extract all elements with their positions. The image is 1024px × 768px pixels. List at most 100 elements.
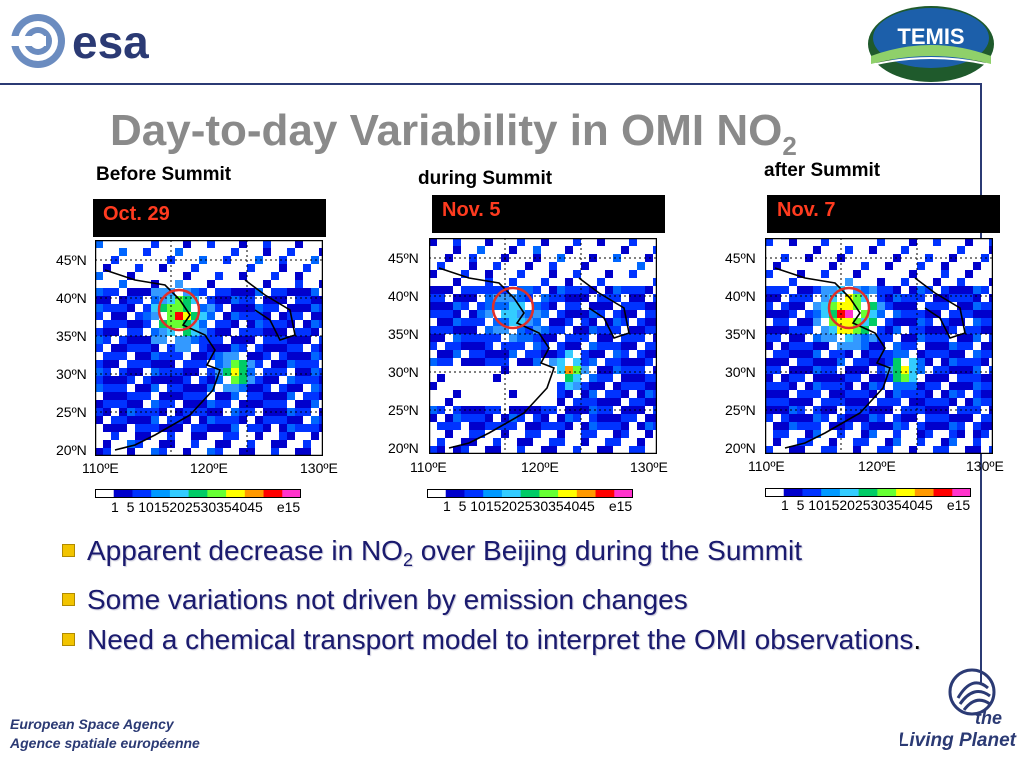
map-pixel [485,294,493,302]
map-pixel [917,422,925,430]
map-pixel [813,374,821,382]
map-pixel [485,342,493,350]
map-pixel [813,342,821,350]
map-pixel [199,320,207,328]
map-pixel [311,400,319,408]
map-pixel [821,414,829,422]
map-pixel [845,398,853,406]
esa-logo: esa [8,8,198,72]
map-pixel [469,406,477,414]
map-pixel [303,264,311,272]
beijing-highlight-circle [157,288,201,332]
map-pixel [557,430,565,438]
map-pixel [119,392,127,400]
map-pixel [95,336,103,344]
map-pixel [957,430,965,438]
map-pixel [151,288,159,296]
map-pixel [989,278,993,286]
map-pixel [605,414,613,422]
map-pixel [893,366,901,374]
map-pixel [279,264,287,272]
map-pixel [287,352,295,360]
map-pixel [885,446,893,454]
map-pixel [949,414,957,422]
map-pixel [287,304,295,312]
map-pixel [917,366,925,374]
map-pixel [941,414,949,422]
map-pixel [279,312,287,320]
map-pixel [861,358,869,366]
map-pixel [797,446,805,454]
map-pixel [429,294,437,302]
map-pixel [781,430,789,438]
map-pixel [239,400,247,408]
map-pixel [589,390,597,398]
map-pixel [549,406,557,414]
map-pixel [231,368,239,376]
map-pixel [765,406,773,414]
map-pixel [223,400,231,408]
map-pixel [319,312,323,320]
map-pixel [949,430,957,438]
map-pixel [151,368,159,376]
map-pixel [877,422,885,430]
bullet-text: Some variations not driven by emission c… [87,584,688,615]
map-pixel [429,358,437,366]
map-pixel [821,326,829,334]
map-pixel [127,440,135,448]
map-pixel [183,384,191,392]
map-pixel [781,310,789,318]
map-pixel [143,288,151,296]
map-pixel [215,400,223,408]
colorbar-labels-after: 1 5 1015202530354045 e15 [781,497,970,513]
map-pixel [965,238,973,246]
map-pixel [589,254,597,262]
map-pixel [135,360,143,368]
map-pixel [191,432,199,440]
map-pixel [95,312,103,320]
map-pixel [127,328,135,336]
map-pixel [159,408,167,416]
map-pixel [95,408,103,416]
map-pixel [533,342,541,350]
map-pixel [629,310,637,318]
map-pixel [845,406,853,414]
map-pixel [135,408,143,416]
map-pixel [541,302,549,310]
map-pixel [311,368,319,376]
map-pixel [485,414,493,422]
map-pixel [469,422,477,430]
map-pixel [517,446,525,454]
map-pixel [973,326,981,334]
map-pixel [973,398,981,406]
map-pixel [239,384,247,392]
map-pixel [901,278,909,286]
map-pixel [501,342,509,350]
colorbar-swatch [188,489,208,498]
map-pixel [589,430,597,438]
map-pixel [103,424,111,432]
map-pixel [485,422,493,430]
map-pixel [469,254,477,262]
map-pixel [965,358,973,366]
map-pixel [239,416,247,424]
map-pixel [925,342,933,350]
map-pixel [199,336,207,344]
map-pixel [517,270,525,278]
map-pixel [207,304,215,312]
map-pixel [95,448,103,456]
map-pixel [263,312,271,320]
map-pixel [95,272,103,280]
map-pixel [813,302,821,310]
map-pixel [509,246,517,254]
map-pixel [861,398,869,406]
map-pixel [279,424,287,432]
map-pixel [119,416,127,424]
map-pixel [303,328,311,336]
map-pixel [853,270,861,278]
map-pixel [461,414,469,422]
map-pixel [159,264,167,272]
map-pixel [773,358,781,366]
map-pixel [485,334,493,342]
map-pixel [605,358,613,366]
